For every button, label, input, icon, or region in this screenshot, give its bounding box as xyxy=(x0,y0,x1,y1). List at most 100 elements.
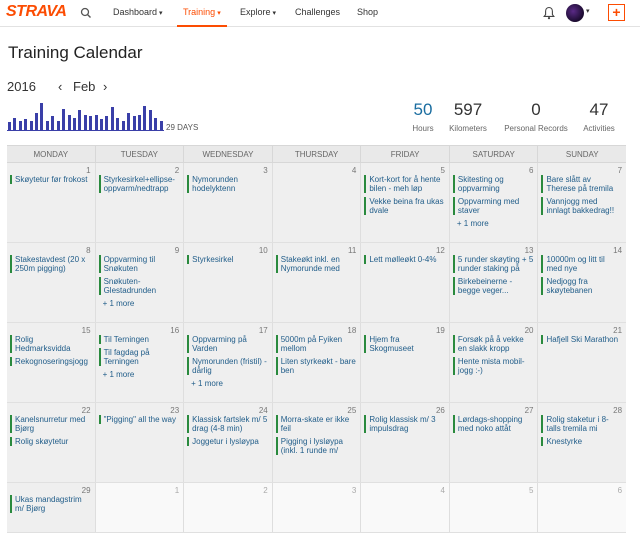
next-month-chevron-icon[interactable]: › xyxy=(103,79,108,94)
calendar-day[interactable]: 7 Bare slått av Therese på tremila Vannjog… xyxy=(537,163,627,242)
more-activities-link[interactable]: + 1 more xyxy=(102,299,135,308)
activity-link[interactable]: Stakeøkt inkl. en Nymorunde med xyxy=(275,255,357,273)
nav-challenges[interactable]: Challenges xyxy=(295,7,341,17)
activity-link[interactable]: Ukas mandagstrim m/ Bjørg xyxy=(10,495,91,513)
calendar-day[interactable]: 12 Lett mølleøkt 0-4% xyxy=(360,243,449,322)
calendar-day[interactable]: 3 Nymorunden hodelyktenn xyxy=(183,163,272,242)
activity-link[interactable]: Pigging i lysløypa (inkl. 1 runde m/ xyxy=(275,437,357,455)
activity-link[interactable]: Vannjogg med innlagt bakkedrag!! xyxy=(541,197,622,215)
calendar-day[interactable]: 28 Rolig staketur i 8-talls tremila mi Kne… xyxy=(537,403,627,482)
nav-shop[interactable]: Shop xyxy=(357,7,379,17)
calendar-day[interactable]: 14 10000m og litt til med nye Nedjogg fra … xyxy=(537,243,627,322)
calendar-day[interactable]: 6 Skitesting og oppvarming Oppvarming med … xyxy=(448,163,538,242)
activity-link[interactable]: Oppvarming til Snøkuten xyxy=(98,255,180,273)
calendar-day[interactable]: 23 "Pigging" all the way xyxy=(94,403,184,482)
calendar-day[interactable]: 29 Ukas mandagstrim m/ Bjørg xyxy=(7,483,95,532)
mini-chart-bar xyxy=(78,110,82,130)
day-number: 6 xyxy=(617,486,623,495)
activity-link[interactable]: Til fagdag på Terningen xyxy=(98,348,180,366)
calendar-day[interactable]: 2 xyxy=(183,483,272,532)
more-activities-link[interactable]: + 1 more xyxy=(102,370,135,379)
activity-link[interactable]: Kort-kort for å hente bilen - meh løp xyxy=(364,175,445,193)
activity-link[interactable]: Lett mølleøkt 0-4% xyxy=(364,255,445,264)
search-icon[interactable] xyxy=(80,6,92,20)
activity-link[interactable]: Til Terningen xyxy=(98,335,180,344)
strava-logo[interactable]: STRAVA xyxy=(6,3,67,20)
activity-link[interactable]: Hjem fra Skogmuseet xyxy=(364,335,445,353)
nav-explore[interactable]: Explore ▾ xyxy=(240,7,277,17)
activity-link[interactable]: Rolig klassisk m/ 3 impulsdrag xyxy=(364,415,445,433)
activity-link[interactable]: Hente mista mobil-jogg :-) xyxy=(452,357,534,375)
activity-link[interactable]: Joggetur i lysløypa xyxy=(187,437,268,446)
activity-link[interactable]: Rolig Hedmarksvidda xyxy=(10,335,91,353)
calendar-day[interactable]: 5 Kort-kort for å hente bilen - meh løp Ve… xyxy=(360,163,449,242)
activity-link[interactable]: Lørdags-shopping med noko attåt xyxy=(452,415,534,433)
calendar-day[interactable]: 16 Til Terningen Til fagdag på Terningen + … xyxy=(94,323,184,402)
activity-link[interactable]: Snøkuten-Glestadrunden xyxy=(98,277,180,295)
calendar-day[interactable]: 20 Forsøk på å vekke en slakk kropp Hente … xyxy=(448,323,538,402)
user-avatar[interactable] xyxy=(566,4,584,22)
activity-link[interactable]: Birkebeinerne - begge veger... xyxy=(452,277,534,295)
calendar-day[interactable]: 26 Rolig klassisk m/ 3 impulsdrag xyxy=(360,403,449,482)
activity-link[interactable]: Nymorunden (fristil) - dårlig xyxy=(187,357,268,375)
activity-link[interactable]: Styrkesirkel xyxy=(187,255,268,264)
activity-link[interactable]: Nedjogg fra skøytebanen xyxy=(541,277,622,295)
calendar-day[interactable]: 18 5000m på Fyiken mellom Liten styrkeøkt … xyxy=(271,323,361,402)
avatar-menu-chevron-icon[interactable]: ▾ xyxy=(586,8,590,15)
activity-link[interactable]: Styrkesirkel+ellipse-oppvarm/nedtrapp xyxy=(98,175,180,193)
calendar-day[interactable]: 4 xyxy=(271,163,361,242)
calendar-day[interactable]: 13 5 runder skøyting + 5 runder staking p… xyxy=(448,243,538,322)
calendar-day[interactable]: 19 Hjem fra Skogmuseet xyxy=(360,323,449,402)
activity-link[interactable]: Skitesting og oppvarming xyxy=(452,175,534,193)
calendar-day[interactable]: 4 xyxy=(360,483,449,532)
upload-plus-button[interactable]: + xyxy=(608,4,625,21)
calendar-day[interactable]: 21 Hafjell Ski Marathon xyxy=(537,323,627,402)
more-activities-link[interactable]: + 1 more xyxy=(191,379,223,388)
activity-link[interactable]: Kanelsnurretur med Bjørg xyxy=(10,415,91,433)
activity-link[interactable]: Liten styrkeøkt - bare ben xyxy=(275,357,357,375)
activity-link[interactable]: Oppvarming på Varden xyxy=(187,335,268,353)
activity-link[interactable]: 5000m på Fyiken mellom xyxy=(275,335,357,353)
calendar-day[interactable]: 22 Kanelsnurretur med Bjørg Rolig skøytetu… xyxy=(7,403,95,482)
activity-link[interactable]: 10000m og litt til med nye xyxy=(541,255,622,273)
calendar-day[interactable]: 17 Oppvarming på Varden Nymorunden (fristi… xyxy=(183,323,272,402)
activity-link[interactable]: Rekognoseringsjogg xyxy=(10,357,91,366)
activity-link[interactable]: Knestyrke xyxy=(541,437,622,446)
calendar-day[interactable]: 1 xyxy=(94,483,184,532)
calendar-day[interactable]: 6 xyxy=(537,483,627,532)
calendar-day[interactable]: 11 Stakeøkt inkl. en Nymorunde med xyxy=(271,243,361,322)
calendar-day[interactable]: 5 xyxy=(448,483,538,532)
activity-link[interactable]: Hafjell Ski Marathon xyxy=(541,335,622,344)
stat-personal-records: 0 Personal Records xyxy=(497,100,575,133)
calendar-day[interactable]: 24 Klassisk fartslek m/ 5 drag (4-8 min) J… xyxy=(183,403,272,482)
activity-link[interactable]: Skøytetur før frokost xyxy=(10,175,91,184)
activity-link[interactable]: Morra-skate er ikke feil xyxy=(275,415,357,433)
activity-link[interactable]: Rolig skøytetur xyxy=(10,437,91,446)
activity-link[interactable]: Rolig staketur i 8-talls tremila mi xyxy=(541,415,622,433)
calendar-day[interactable]: 25 Morra-skate er ikke feil Pigging i lysl… xyxy=(271,403,361,482)
calendar-day[interactable]: 2 Styrkesirkel+ellipse-oppvarm/nedtrapp xyxy=(94,163,184,242)
calendar-day[interactable]: 10 Styrkesirkel xyxy=(183,243,272,322)
activity-link[interactable]: Stakestavdest (20 x 250m pigging) xyxy=(10,255,91,273)
calendar-day[interactable]: 9 Oppvarming til Snøkuten Snøkuten-Glestad… xyxy=(94,243,184,322)
nav-training[interactable]: Training ▾ xyxy=(177,0,227,27)
calendar-day[interactable]: 15 Rolig Hedmarksvidda Rekognoseringsjogg xyxy=(7,323,95,402)
activity-link[interactable]: Oppvarming med staver xyxy=(452,197,534,215)
calendar-day[interactable]: 1 Skøytetur før frokost xyxy=(7,163,95,242)
notifications-bell-icon[interactable] xyxy=(542,6,556,20)
activity-link[interactable]: Forsøk på å vekke en slakk kropp xyxy=(452,335,534,353)
more-activities-link[interactable]: + 1 more xyxy=(456,219,489,228)
calendar-day[interactable]: 3 xyxy=(271,483,361,532)
activity-list: Ukas mandagstrim m/ Bjørg xyxy=(10,495,91,513)
activity-link[interactable]: Bare slått av Therese på tremila xyxy=(541,175,622,193)
calendar-day[interactable]: 8 Stakestavdest (20 x 250m pigging) xyxy=(7,243,95,322)
activity-list: Rolig Hedmarksvidda Rekognoseringsjogg xyxy=(10,335,91,366)
calendar-day[interactable]: 27 Lørdags-shopping med noko attåt xyxy=(448,403,538,482)
activity-link[interactable]: Vekke beina fra ukas dvale xyxy=(364,197,445,215)
nav-dashboard[interactable]: Dashboard ▾ xyxy=(113,7,163,17)
activity-link[interactable]: 5 runder skøyting + 5 runder staking på xyxy=(452,255,534,273)
activity-link[interactable]: "Pigging" all the way xyxy=(98,415,180,424)
activity-link[interactable]: Nymorunden hodelyktenn xyxy=(187,175,268,193)
prev-month-chevron-icon[interactable]: ‹ xyxy=(58,79,63,94)
activity-link[interactable]: Klassisk fartslek m/ 5 drag (4-8 min) xyxy=(187,415,268,433)
